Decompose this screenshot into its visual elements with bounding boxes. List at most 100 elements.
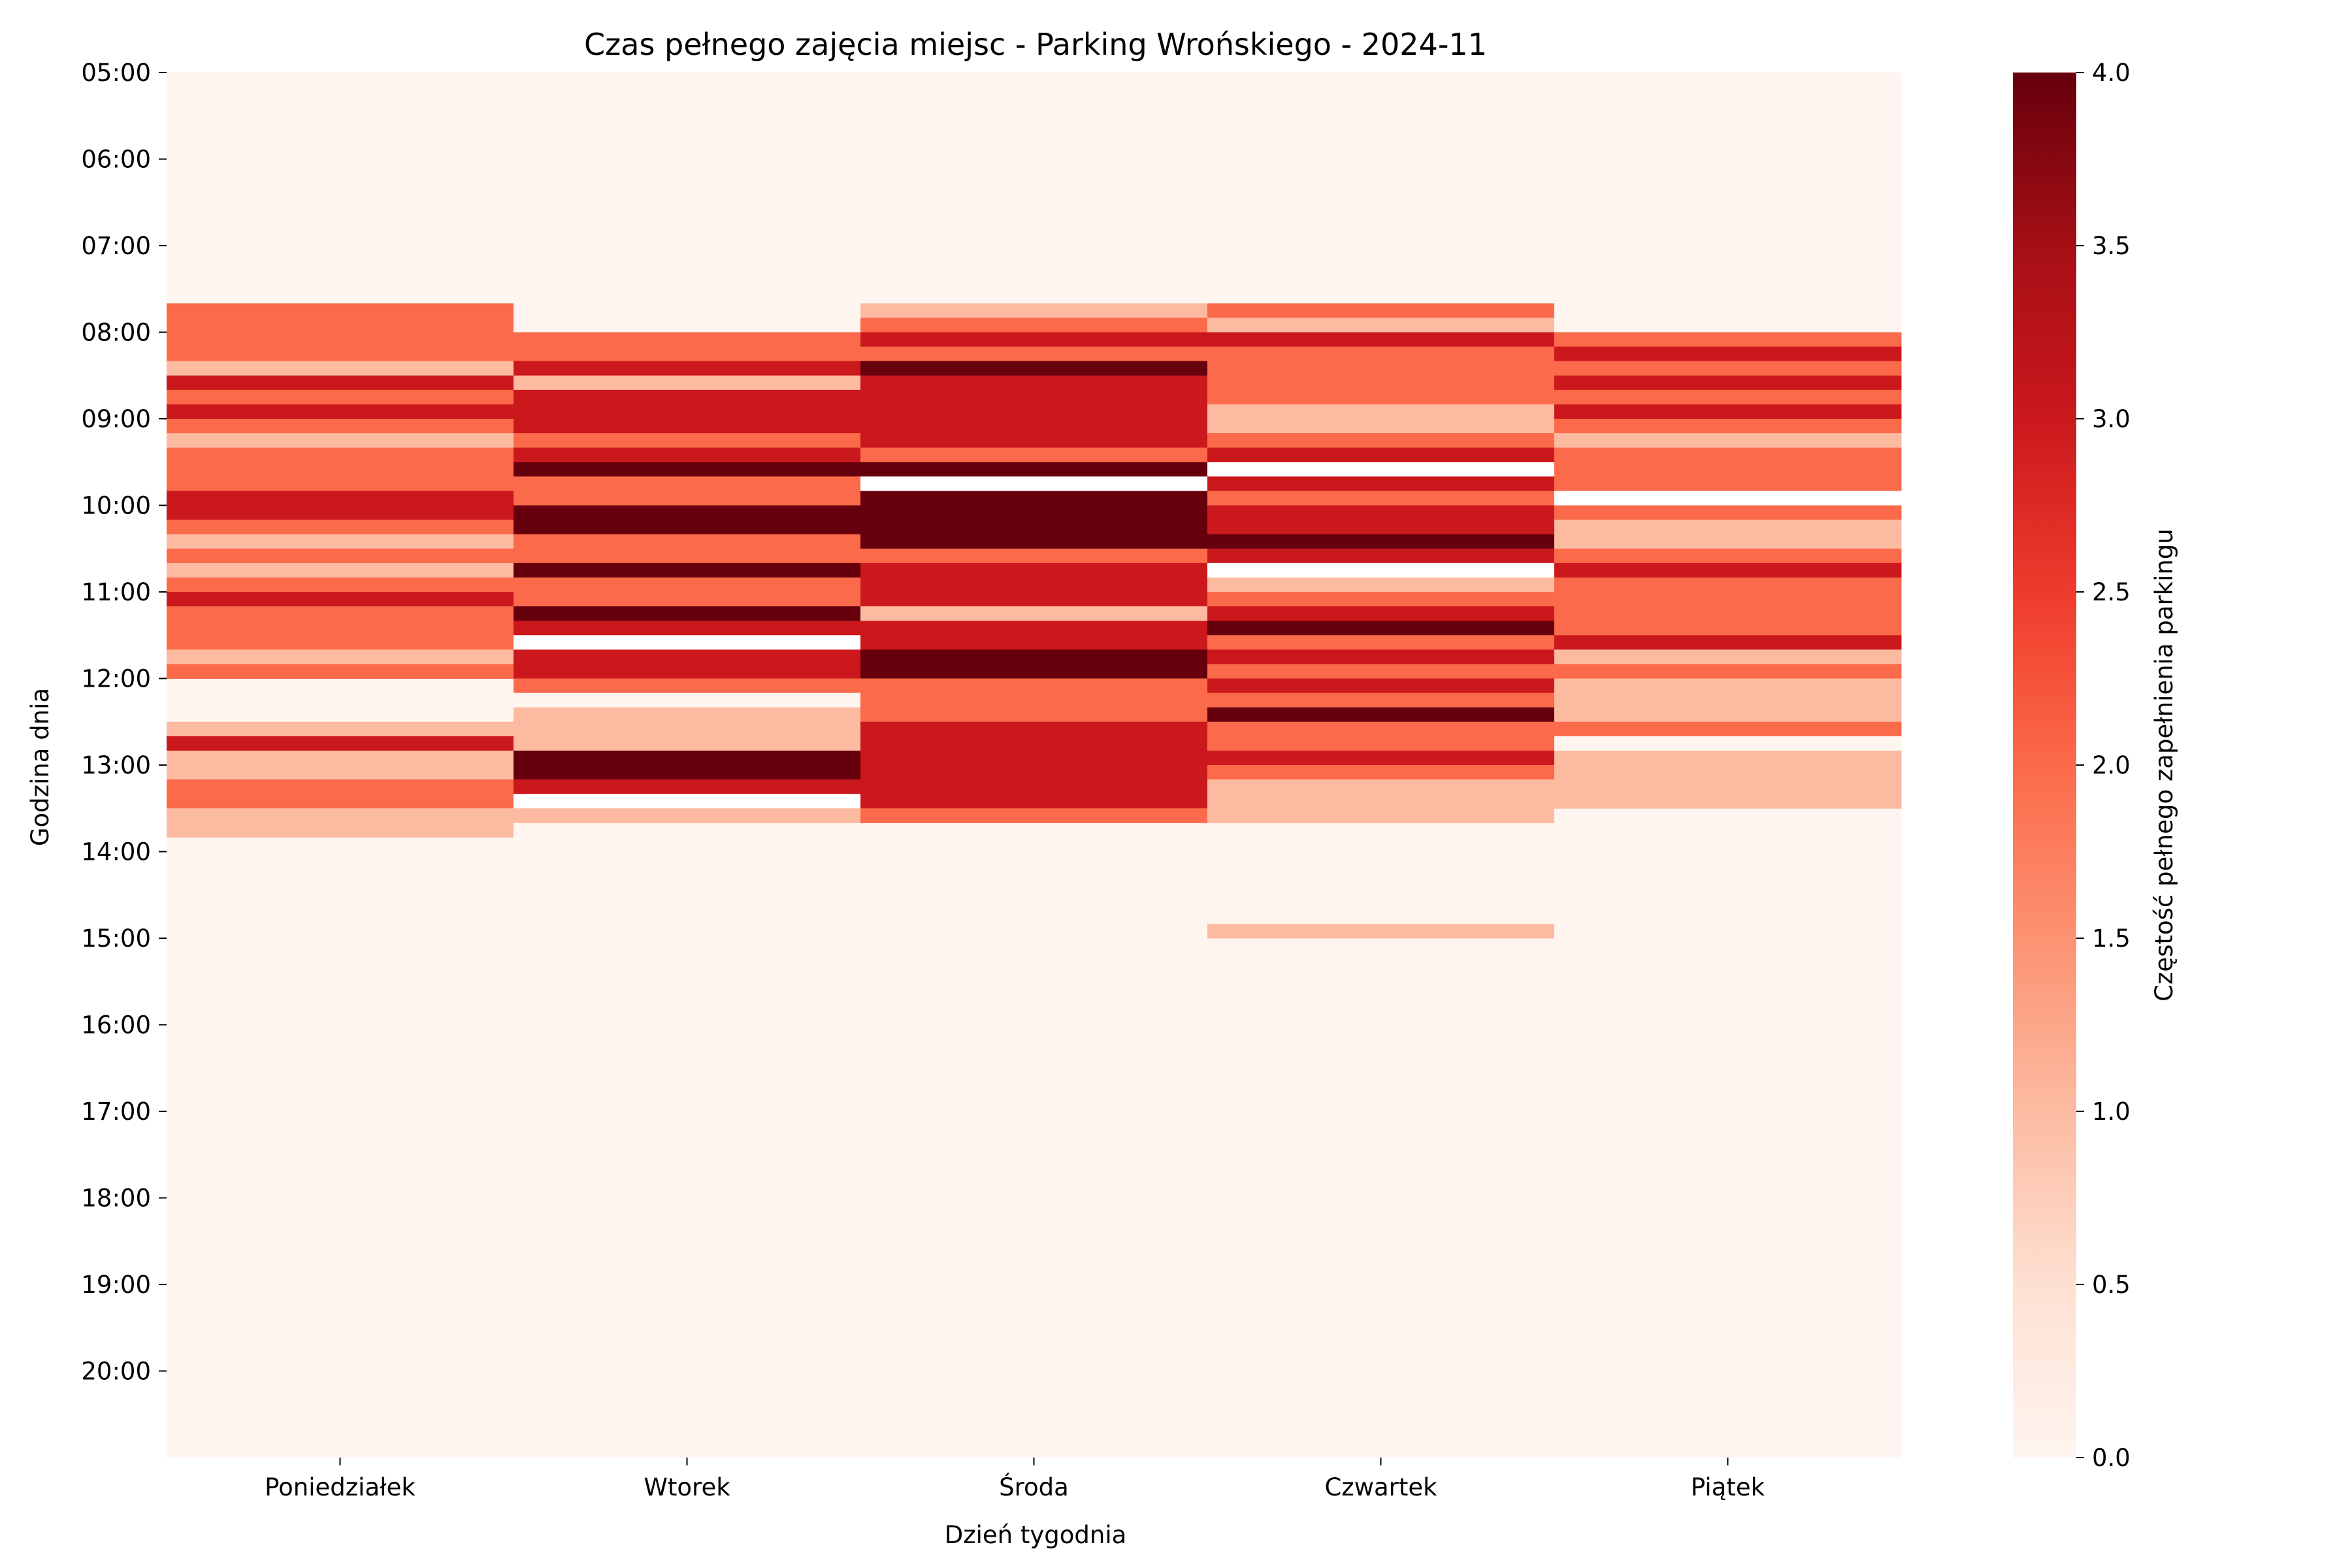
y-tick-label: 16:00 [81, 1011, 151, 1039]
colorbar-tick-label: 1.5 [2092, 924, 2131, 953]
heatmap-cell [1554, 563, 1902, 578]
heatmap-cell [1207, 923, 1555, 939]
heatmap-cell [860, 375, 1208, 448]
heatmap-cell [167, 779, 514, 809]
heatmap-cell [514, 505, 861, 535]
heatmap-cell [860, 678, 1208, 723]
heatmap-cell [1207, 750, 1555, 766]
heatmap-cell [167, 404, 514, 419]
heatmap-cell [1554, 346, 1902, 362]
y-tick-label: 17:00 [81, 1098, 151, 1126]
heatmap-cell [1554, 389, 1902, 405]
heatmap-cell [860, 721, 1208, 809]
heatmap-cell [514, 577, 861, 607]
heatmap-cells [167, 73, 1902, 1458]
heatmap-cell [514, 448, 861, 463]
heatmap-cell [514, 707, 861, 751]
heatmap-cell [1207, 318, 1555, 333]
heatmap-cell [1554, 519, 1902, 549]
heatmap-cell [1207, 332, 1555, 348]
heatmap-cell [1207, 476, 1555, 491]
chart-title: Czas pełnego zajęcia miejsc - Parking Wr… [584, 27, 1487, 62]
x-tick-label: Piątek [1691, 1473, 1765, 1501]
heatmap-cell [514, 649, 861, 679]
heatmap-cell [1207, 649, 1555, 664]
x-axis-label: Dzień tygodnia [945, 1521, 1127, 1549]
heatmap-cell [860, 563, 1208, 607]
heatmap-cell [167, 491, 514, 521]
y-tick-label: 15:00 [81, 924, 151, 953]
heatmap-cell [1207, 721, 1555, 751]
heatmap-cell [167, 577, 514, 593]
y-tick-label: 19:00 [81, 1271, 151, 1299]
heatmap-cell [514, 433, 861, 448]
heatmap-cell [514, 563, 861, 578]
heatmap-cell [1207, 548, 1555, 564]
heatmap-cell [167, 519, 514, 535]
heatmap-cell [167, 721, 514, 737]
heatmap-cell [1554, 404, 1902, 419]
heatmap-cell [860, 606, 1208, 621]
heatmap-cell [514, 332, 861, 362]
heatmap-cell [860, 361, 1208, 376]
y-tick-label: 05:00 [81, 59, 151, 87]
colorbar-tick-label: 0.5 [2092, 1271, 2131, 1299]
y-tick-label: 10:00 [81, 492, 151, 520]
y-tick-label: 07:00 [81, 232, 151, 260]
heatmap-cell [1207, 693, 1555, 708]
x-tick-label: Czwartek [1324, 1473, 1437, 1501]
heatmap-cell [1554, 649, 1902, 664]
heatmap-cell [1207, 534, 1555, 549]
heatmap-cell [1554, 721, 1902, 737]
heatmap-cell [167, 592, 514, 607]
heatmap-cell [167, 433, 514, 448]
y-tick-label: 08:00 [81, 319, 151, 347]
heatmap-cell [1207, 404, 1555, 434]
heatmap-cell [860, 476, 1208, 491]
x-tick-label: Wtorek [644, 1473, 730, 1501]
heatmap-cell [167, 736, 514, 751]
heatmap-cell [1207, 678, 1555, 694]
heatmap-cell [1207, 448, 1555, 463]
heatmap-cell [514, 750, 861, 780]
y-tick-label: 12:00 [81, 665, 151, 693]
heatmap-cell [167, 563, 514, 578]
heatmap-cell [1554, 448, 1902, 491]
colorbar-ticks: 0.0 0.5 1.0 1.5 2.0 2.5 3.0 3.5 4.0 [2076, 59, 2131, 1472]
heatmap-cell [1207, 592, 1555, 607]
heatmap-cell [1207, 462, 1555, 477]
heatmap-cell [1554, 678, 1902, 723]
heatmap-cell [1554, 548, 1902, 564]
heatmap-cell [1207, 606, 1555, 621]
colorbar-tick-label: 1.0 [2092, 1098, 2131, 1126]
heatmap-cell [514, 693, 861, 708]
heatmap-cell [860, 318, 1208, 333]
heatmap-cell [1554, 577, 1902, 636]
heatmap-cell [167, 303, 514, 362]
heatmap-cell [1207, 563, 1555, 578]
y-tick-label: 11:00 [81, 578, 151, 606]
colorbar-tick-label: 2.0 [2092, 751, 2131, 779]
heatmap-cell [167, 649, 514, 664]
heatmap-cell [514, 389, 861, 434]
y-tick-label: 13:00 [81, 751, 151, 779]
heatmap-cell [1554, 419, 1902, 434]
colorbar-label: Częstość pełnego zapełnienia parkingu [2150, 529, 2178, 1002]
heatmap-cell [514, 462, 861, 477]
heatmap-cell [1554, 664, 1902, 679]
y-tick-label: 20:00 [81, 1358, 151, 1386]
heatmap-cell [167, 419, 514, 434]
heatmap-cell [167, 389, 514, 405]
heatmap-cell [860, 462, 1208, 477]
heatmap-cell [167, 750, 514, 780]
y-axis-label: Godzina dnia [26, 688, 54, 846]
heatmap-cell [514, 779, 861, 794]
heatmap-cell [860, 346, 1208, 362]
x-tick-label: Środa [999, 1473, 1069, 1501]
heatmap-cell [1207, 577, 1555, 593]
heatmap-cell [1554, 332, 1902, 348]
heatmap-cell [1207, 635, 1555, 650]
colorbar [2013, 73, 2076, 1458]
y-tick-label: 06:00 [81, 146, 151, 174]
heatmap-cell [1554, 635, 1902, 650]
